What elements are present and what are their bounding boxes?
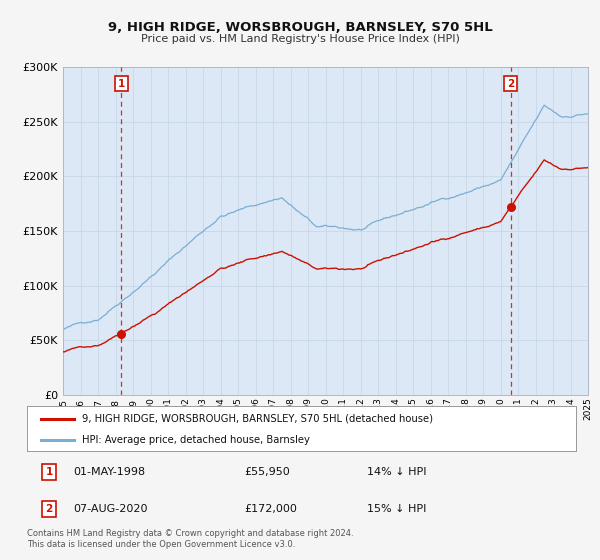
- Text: £55,950: £55,950: [244, 467, 290, 477]
- Text: Price paid vs. HM Land Registry's House Price Index (HPI): Price paid vs. HM Land Registry's House …: [140, 34, 460, 44]
- Text: £172,000: £172,000: [244, 503, 297, 514]
- Text: 9, HIGH RIDGE, WORSBROUGH, BARNSLEY, S70 5HL (detached house): 9, HIGH RIDGE, WORSBROUGH, BARNSLEY, S70…: [82, 413, 433, 423]
- Text: 1: 1: [46, 467, 53, 477]
- Text: HPI: Average price, detached house, Barnsley: HPI: Average price, detached house, Barn…: [82, 435, 310, 445]
- Text: 2: 2: [46, 503, 53, 514]
- Text: 01-MAY-1998: 01-MAY-1998: [74, 467, 146, 477]
- Text: 07-AUG-2020: 07-AUG-2020: [74, 503, 148, 514]
- Text: 15% ↓ HPI: 15% ↓ HPI: [367, 503, 427, 514]
- Text: Contains HM Land Registry data © Crown copyright and database right 2024.: Contains HM Land Registry data © Crown c…: [27, 529, 353, 538]
- Text: 2: 2: [507, 78, 514, 88]
- Text: 14% ↓ HPI: 14% ↓ HPI: [367, 467, 427, 477]
- Text: 1: 1: [118, 78, 125, 88]
- Text: This data is licensed under the Open Government Licence v3.0.: This data is licensed under the Open Gov…: [27, 540, 295, 549]
- Text: 9, HIGH RIDGE, WORSBROUGH, BARNSLEY, S70 5HL: 9, HIGH RIDGE, WORSBROUGH, BARNSLEY, S70…: [107, 21, 493, 34]
